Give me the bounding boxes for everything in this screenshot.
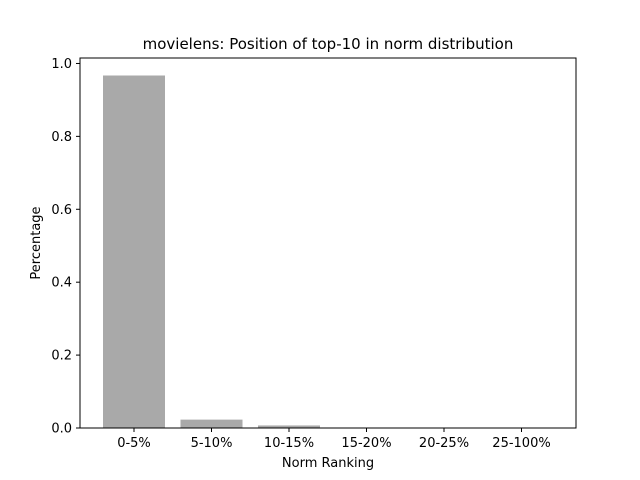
y-tick-label-2: 0.4	[51, 276, 72, 291]
x-tick-label-0: 0-5%	[117, 436, 151, 451]
x-tick-label-3: 15-20%	[341, 436, 391, 451]
x-tick-label-4: 20-25%	[419, 436, 469, 451]
x-tick-label-1: 5-10%	[191, 436, 233, 451]
x-axis-ticks: 0-5% 5-10% 10-15% 15-20% 20-25% 25-100%	[117, 428, 551, 451]
y-tick-label-5: 1.0	[51, 57, 72, 72]
x-axis-label: Norm Ranking	[282, 456, 374, 471]
bars-group	[103, 75, 553, 428]
bar-1	[180, 419, 243, 428]
y-tick-label-1: 0.2	[51, 349, 72, 364]
y-axis-ticks: 0.0 0.2 0.4 0.6 0.8 1.0	[51, 57, 80, 437]
chart-title: movielens: Position of top-10 in norm di…	[143, 35, 514, 53]
bar-2	[258, 425, 320, 428]
x-tick-label-2: 10-15%	[264, 436, 314, 451]
y-axis-label: Percentage	[29, 206, 44, 279]
x-tick-label-5: 25-100%	[492, 436, 550, 451]
y-tick-label-0: 0.0	[51, 422, 72, 437]
y-tick-label-3: 0.6	[51, 203, 72, 218]
plot-frame	[79, 57, 577, 429]
y-tick-label-4: 0.8	[51, 130, 72, 145]
bar-0	[103, 75, 165, 428]
